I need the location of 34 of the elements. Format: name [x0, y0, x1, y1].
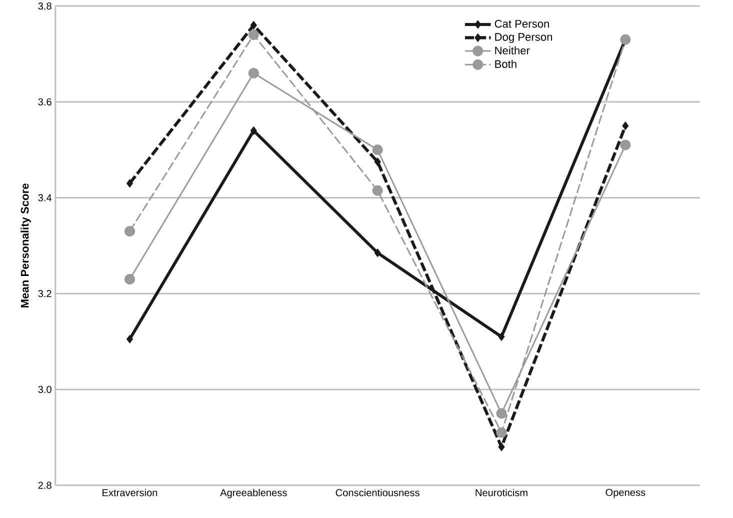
- x-tick-label: Neuroticism: [476, 489, 528, 496]
- point: [374, 158, 381, 166]
- point: [250, 126, 257, 136]
- x-tick-label: Conscientiousness: [336, 489, 420, 496]
- legend-label: Dog Person: [495, 33, 552, 44]
- point: [126, 179, 134, 188]
- point: [248, 68, 259, 79]
- x-tick-label: Openess: [606, 489, 646, 498]
- point: [372, 186, 383, 196]
- point: [372, 144, 383, 156]
- legend-label: Cat Person: [494, 20, 549, 28]
- y-axis-title: Mean Personality Score: [20, 184, 31, 308]
- point: [496, 408, 507, 419]
- y-tick-label: 3.0: [38, 386, 52, 394]
- point: [496, 428, 507, 438]
- y-tick-label: 3.2: [38, 290, 52, 298]
- y-tick-label: 3.4: [38, 194, 52, 202]
- point: [498, 332, 505, 342]
- y-tick-label: 2.8: [38, 482, 52, 490]
- point: [126, 335, 134, 344]
- point: [620, 140, 631, 151]
- point: [248, 30, 259, 40]
- point: [250, 21, 257, 30]
- point: [498, 442, 505, 452]
- y-tick-label: 3.8: [38, 2, 52, 10]
- point: [622, 122, 629, 130]
- point: [124, 226, 136, 237]
- legend-label: Neither: [495, 46, 530, 55]
- point: [124, 274, 136, 285]
- y-tick-label: 3.6: [38, 98, 52, 106]
- x-tick-label: Extraversion: [102, 489, 158, 496]
- x-tick-label: Agreeableness: [220, 489, 287, 498]
- legend-label: Both: [495, 60, 516, 68]
- point: [374, 248, 381, 258]
